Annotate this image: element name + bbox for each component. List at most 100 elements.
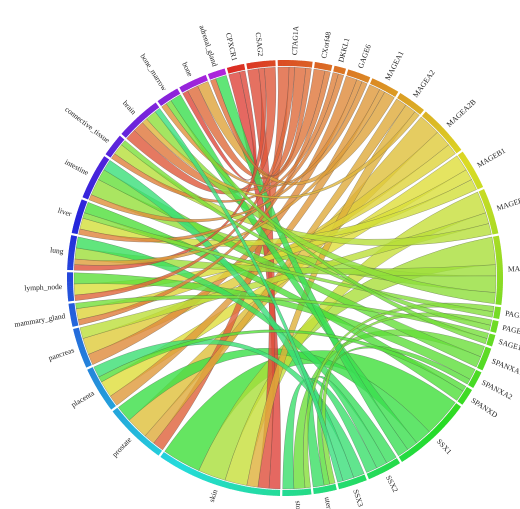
segment-arc-cxorf48	[314, 62, 333, 72]
ring-slice	[117, 414, 125, 420]
ring-slice	[476, 184, 484, 190]
ring-slice	[282, 489, 285, 496]
ring-slice	[124, 421, 131, 428]
ring-slice	[294, 489, 298, 496]
ring-slice	[328, 64, 333, 72]
ring-slice	[485, 208, 493, 213]
label-mammary-gland: mammary_gland	[14, 311, 66, 329]
ring-slice	[480, 192, 487, 198]
ring-slice	[207, 73, 213, 80]
ring-slice	[116, 412, 123, 419]
segment-arc-csag2	[246, 60, 276, 70]
ring-slice	[92, 378, 100, 384]
ring-slice	[160, 97, 167, 104]
ring-slice	[496, 295, 503, 299]
ring-slice	[356, 72, 361, 80]
ring-slice	[67, 288, 74, 292]
chord-ribbon-sage1-to-bone-marrow	[165, 100, 488, 345]
ring-slice	[470, 379, 477, 385]
ring-slice	[331, 484, 335, 491]
ring-slice	[99, 388, 106, 395]
ring-slice	[462, 392, 469, 398]
segment-arc-magea2	[397, 92, 424, 115]
label-magea2: MAGEA2	[411, 68, 437, 99]
ring-slice	[73, 327, 80, 332]
ring-slice	[333, 483, 337, 491]
ring-slice	[67, 280, 74, 283]
ring-slice	[410, 447, 417, 454]
ring-slice	[114, 140, 121, 147]
segment-arc-spanxa2	[468, 369, 482, 389]
ring-slice	[348, 69, 353, 77]
ring-slice	[358, 73, 363, 80]
ring-slice	[75, 215, 82, 220]
ring-slice	[73, 329, 80, 334]
ring-slice	[146, 441, 153, 448]
segment-arc-mageb2	[478, 189, 499, 235]
ring-slice	[457, 399, 464, 405]
label-ssx2: SSX2	[384, 474, 400, 494]
label-mageb2: MAGEB2	[495, 194, 520, 212]
ring-slice	[101, 392, 108, 398]
ring-slice	[144, 440, 151, 447]
ring-slice	[89, 372, 97, 378]
segment-arc-ssx3	[337, 474, 367, 490]
ring-slice	[206, 475, 211, 483]
ring-slice	[407, 449, 413, 457]
ring-slice	[194, 78, 199, 86]
ring-slice	[218, 479, 223, 487]
ring-slice	[431, 120, 438, 127]
ring-slice	[120, 417, 127, 424]
ring-slice	[228, 66, 233, 74]
ring-slice	[473, 373, 480, 379]
ring-slice	[226, 67, 231, 74]
ring-slice	[428, 117, 435, 124]
ring-slice	[226, 482, 231, 489]
ring-slice	[418, 108, 424, 115]
ring-slice	[474, 180, 482, 186]
ring-slice	[482, 352, 490, 357]
chord-ribbon-ctag1a-to-lymph-node	[74, 66, 295, 301]
ring-slice	[337, 482, 342, 490]
ring-slice	[133, 430, 140, 437]
ring-slice	[444, 416, 451, 422]
ring-slice	[429, 431, 436, 438]
label-sage1: SAGE1	[498, 337, 520, 352]
ring-slice	[141, 437, 148, 444]
segment-arc-pancreas	[73, 327, 92, 368]
ring-slice	[145, 108, 152, 116]
label-adrenal-gland: adrenal_gland	[197, 24, 219, 68]
ring-slice	[454, 403, 461, 409]
segment-arc-adrenal-gland	[207, 68, 227, 80]
ring-slice	[481, 356, 488, 361]
ring-slice	[169, 91, 175, 99]
ring-slice	[82, 355, 89, 360]
ring-slice	[67, 260, 74, 264]
ring-slice	[109, 404, 116, 410]
ring-slice	[450, 408, 458, 414]
ring-slice	[169, 457, 175, 465]
ring-slice	[126, 423, 133, 430]
ring-slice	[282, 60, 285, 67]
ring-slice	[79, 203, 86, 208]
ring-slice	[75, 337, 83, 342]
ring-slice	[362, 474, 367, 481]
ring-slice	[90, 374, 98, 380]
ring-slice	[481, 196, 489, 202]
ring-slice	[67, 296, 75, 300]
ring-slice	[127, 424, 134, 431]
ring-slice	[484, 346, 492, 351]
ring-slice	[84, 191, 91, 196]
ring-slice	[496, 259, 503, 263]
ring-slice	[70, 235, 78, 239]
ring-slice	[124, 129, 131, 135]
ring-slice	[445, 414, 452, 421]
segment-arc-lymph-node	[67, 272, 75, 302]
ring-slice	[294, 60, 298, 67]
segment-arc-lung	[67, 235, 78, 271]
ring-slice	[491, 226, 498, 231]
ring-slice	[467, 167, 475, 173]
ring-slice	[402, 453, 408, 460]
ring-slice	[373, 79, 379, 87]
ring-slice	[387, 87, 393, 94]
